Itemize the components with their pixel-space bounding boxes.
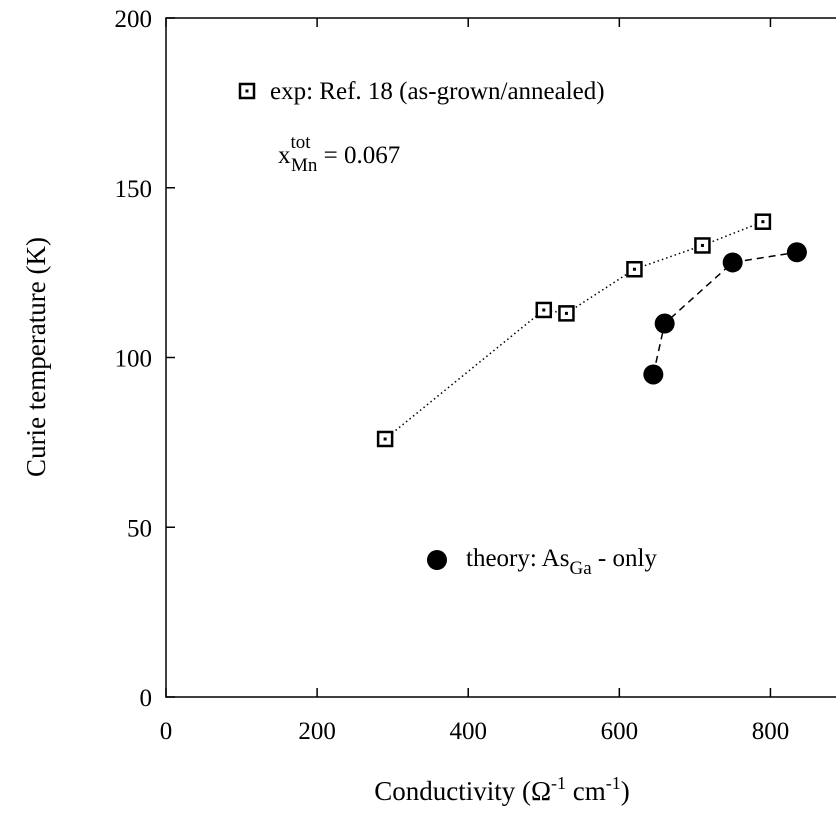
- x-axis-title-end: ): [621, 776, 630, 806]
- x-axis-title-mid: cm: [566, 776, 606, 806]
- legend-theory-sub: Ga: [569, 558, 592, 579]
- annotation-sub: Mn: [291, 155, 318, 176]
- series-1-point-dot: [542, 308, 546, 312]
- composition-annotation: xtot Mn = 0.067: [278, 132, 400, 176]
- x-axis-title-omega: Ω: [531, 776, 551, 806]
- legend-experiment-label: exp: Ref. 18 (as-grown/annealed): [270, 78, 605, 105]
- y-tick-label: 150: [115, 176, 153, 203]
- x-axis-title: Conductivity (Ω-1 cm-1): [374, 773, 630, 806]
- legend-theory-label: theory: AsGa - only: [466, 545, 657, 579]
- y-tick-label: 50: [127, 515, 152, 542]
- series-1-point-dot: [383, 437, 387, 441]
- x-tick-label: 800: [752, 718, 790, 745]
- legend-theory-suffix: - only: [592, 545, 658, 572]
- series-1-point-dot: [632, 267, 636, 271]
- x-axis-title-sup1: -1: [551, 773, 566, 793]
- series-1-point-dot: [761, 220, 765, 224]
- series-2-line: [652, 251, 798, 375]
- x-tick-label: 0: [160, 718, 173, 745]
- series-1-line: [384, 221, 764, 440]
- series-2-point: [643, 364, 664, 385]
- x-axis-title-main: Conductivity (: [374, 776, 531, 806]
- annotation-sup: tot: [291, 132, 312, 153]
- x-tick-label: 400: [449, 718, 487, 745]
- legend-square-marker-dot: [245, 89, 249, 93]
- series-1-point-dot: [700, 243, 704, 247]
- axis-ticks: [165, 17, 772, 698]
- series-1-point-dot: [564, 311, 568, 315]
- series-2-point: [722, 252, 743, 273]
- y-tick-label: 200: [115, 6, 153, 33]
- series-points: [376, 213, 807, 448]
- y-tick-label: 0: [140, 685, 153, 712]
- annotation-base: x: [278, 142, 291, 169]
- legend-circle-marker: [427, 550, 447, 570]
- legend-theory: theory: AsGa - only: [427, 545, 657, 579]
- tick-labels: 0 200 400 600 800 0 50 100 150 200: [115, 6, 790, 745]
- annotation-value: = 0.067: [317, 142, 400, 169]
- legend-theory-prefix: theory: As: [466, 545, 569, 572]
- x-axis-title-sup2: -1: [606, 773, 621, 793]
- series-lines: [384, 221, 798, 440]
- y-axis-title: Curie temperature (K): [21, 237, 51, 477]
- y-tick-label: 100: [115, 346, 153, 373]
- x-tick-label: 200: [298, 718, 336, 745]
- series-2-point: [654, 313, 675, 334]
- series-2-point: [786, 242, 807, 263]
- legend-square-marker: [238, 82, 256, 100]
- x-tick-label: 600: [601, 718, 639, 745]
- legend-experiment: exp: Ref. 18 (as-grown/annealed): [238, 78, 605, 105]
- plot-frame: [165, 17, 836, 698]
